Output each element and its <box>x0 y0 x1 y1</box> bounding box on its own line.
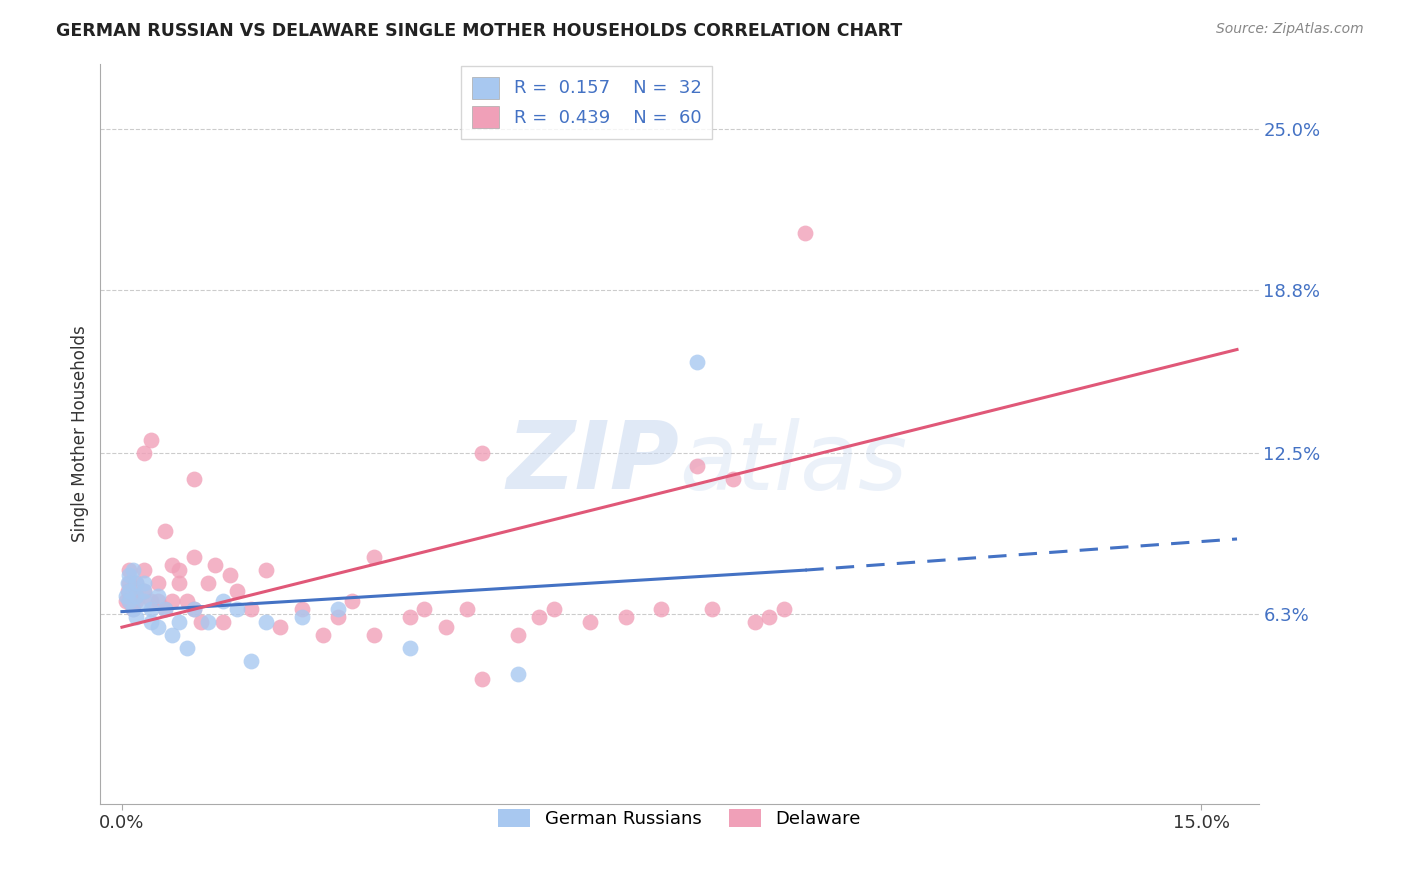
Point <box>183 472 205 486</box>
Point <box>254 563 277 577</box>
Point <box>312 628 335 642</box>
Point <box>125 589 148 603</box>
Point <box>326 602 349 616</box>
Point <box>686 459 709 474</box>
Text: Source: ZipAtlas.com: Source: ZipAtlas.com <box>1216 22 1364 37</box>
Point <box>506 666 529 681</box>
Point <box>363 628 385 642</box>
Point <box>183 602 205 616</box>
Point <box>125 576 148 591</box>
Point <box>471 446 494 460</box>
Point <box>700 602 723 616</box>
Point <box>121 563 143 577</box>
Legend: German Russians, Delaware: German Russians, Delaware <box>491 802 869 835</box>
Point <box>125 594 148 608</box>
Point <box>190 615 212 629</box>
Point <box>527 609 550 624</box>
Point <box>340 594 363 608</box>
Point <box>326 609 349 624</box>
Point <box>139 615 162 629</box>
Point <box>614 609 637 624</box>
Point <box>183 550 205 565</box>
Point <box>125 589 148 603</box>
Point <box>132 594 155 608</box>
Point <box>118 594 141 608</box>
Point <box>578 615 600 629</box>
Point <box>118 563 141 577</box>
Point <box>132 563 155 577</box>
Point <box>153 602 176 616</box>
Point <box>650 602 672 616</box>
Point <box>132 576 155 591</box>
Point <box>146 589 169 603</box>
Y-axis label: Single Mother Households: Single Mother Households <box>72 326 89 542</box>
Point <box>291 609 314 624</box>
Point <box>197 576 219 591</box>
Point <box>162 628 184 642</box>
Point <box>758 609 780 624</box>
Point <box>226 583 249 598</box>
Point <box>117 583 139 598</box>
Point <box>291 602 314 616</box>
Point <box>118 576 141 591</box>
Point <box>398 609 420 624</box>
Point <box>240 654 263 668</box>
Point <box>121 602 143 616</box>
Point <box>183 602 205 616</box>
Point <box>139 602 162 616</box>
Point <box>139 594 162 608</box>
Point <box>118 594 141 608</box>
Point <box>204 558 226 572</box>
Point <box>686 355 709 369</box>
Point <box>197 615 219 629</box>
Point <box>125 576 148 591</box>
Point <box>240 602 263 616</box>
Point <box>744 615 766 629</box>
Point <box>434 620 457 634</box>
Point <box>772 602 794 616</box>
Point <box>413 602 436 616</box>
Point <box>132 446 155 460</box>
Point <box>146 620 169 634</box>
Point <box>153 524 176 538</box>
Point <box>471 672 494 686</box>
Point <box>211 594 233 608</box>
Point <box>117 576 139 591</box>
Point <box>169 615 191 629</box>
Point <box>794 226 817 240</box>
Point <box>506 628 529 642</box>
Text: GERMAN RUSSIAN VS DELAWARE SINGLE MOTHER HOUSEHOLDS CORRELATION CHART: GERMAN RUSSIAN VS DELAWARE SINGLE MOTHER… <box>56 22 903 40</box>
Point <box>114 589 136 603</box>
Point <box>118 583 141 598</box>
Point <box>211 615 233 629</box>
Point <box>226 602 249 616</box>
Point <box>169 576 191 591</box>
Point <box>132 583 155 598</box>
Text: atlas: atlas <box>679 418 908 509</box>
Point <box>218 568 240 582</box>
Point <box>398 640 420 655</box>
Point <box>363 550 385 565</box>
Point <box>146 594 169 608</box>
Point <box>254 615 277 629</box>
Point <box>132 583 155 598</box>
Point <box>153 602 176 616</box>
Point <box>121 602 143 616</box>
Point <box>146 576 169 591</box>
Point <box>139 434 162 448</box>
Text: ZIP: ZIP <box>506 417 679 509</box>
Point <box>456 602 478 616</box>
Point <box>162 594 184 608</box>
Point <box>176 640 198 655</box>
Point <box>162 558 184 572</box>
Point <box>118 568 141 582</box>
Point <box>723 472 745 486</box>
Point <box>169 563 191 577</box>
Point <box>543 602 565 616</box>
Point <box>114 594 136 608</box>
Point <box>176 594 198 608</box>
Point <box>269 620 291 634</box>
Point <box>125 609 148 624</box>
